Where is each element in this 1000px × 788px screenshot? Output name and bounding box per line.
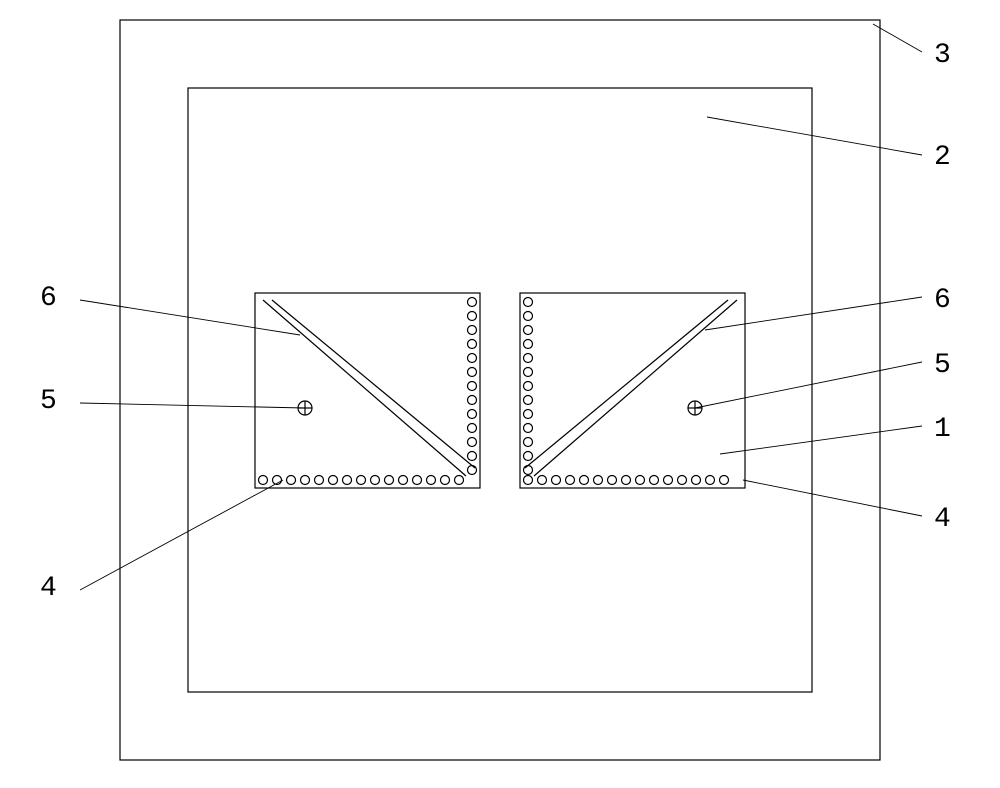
label-4-right: 4 bbox=[934, 504, 952, 535]
label-6-left: 6 bbox=[40, 283, 58, 314]
technical-diagram bbox=[0, 0, 1000, 788]
label-4-left: 4 bbox=[40, 573, 58, 604]
label-5-left: 5 bbox=[40, 386, 58, 417]
label-6-right: 6 bbox=[934, 285, 952, 316]
label-1: 1 bbox=[934, 414, 952, 445]
label-3: 3 bbox=[934, 40, 952, 71]
label-5-right: 5 bbox=[934, 350, 952, 381]
label-2: 2 bbox=[934, 142, 952, 173]
